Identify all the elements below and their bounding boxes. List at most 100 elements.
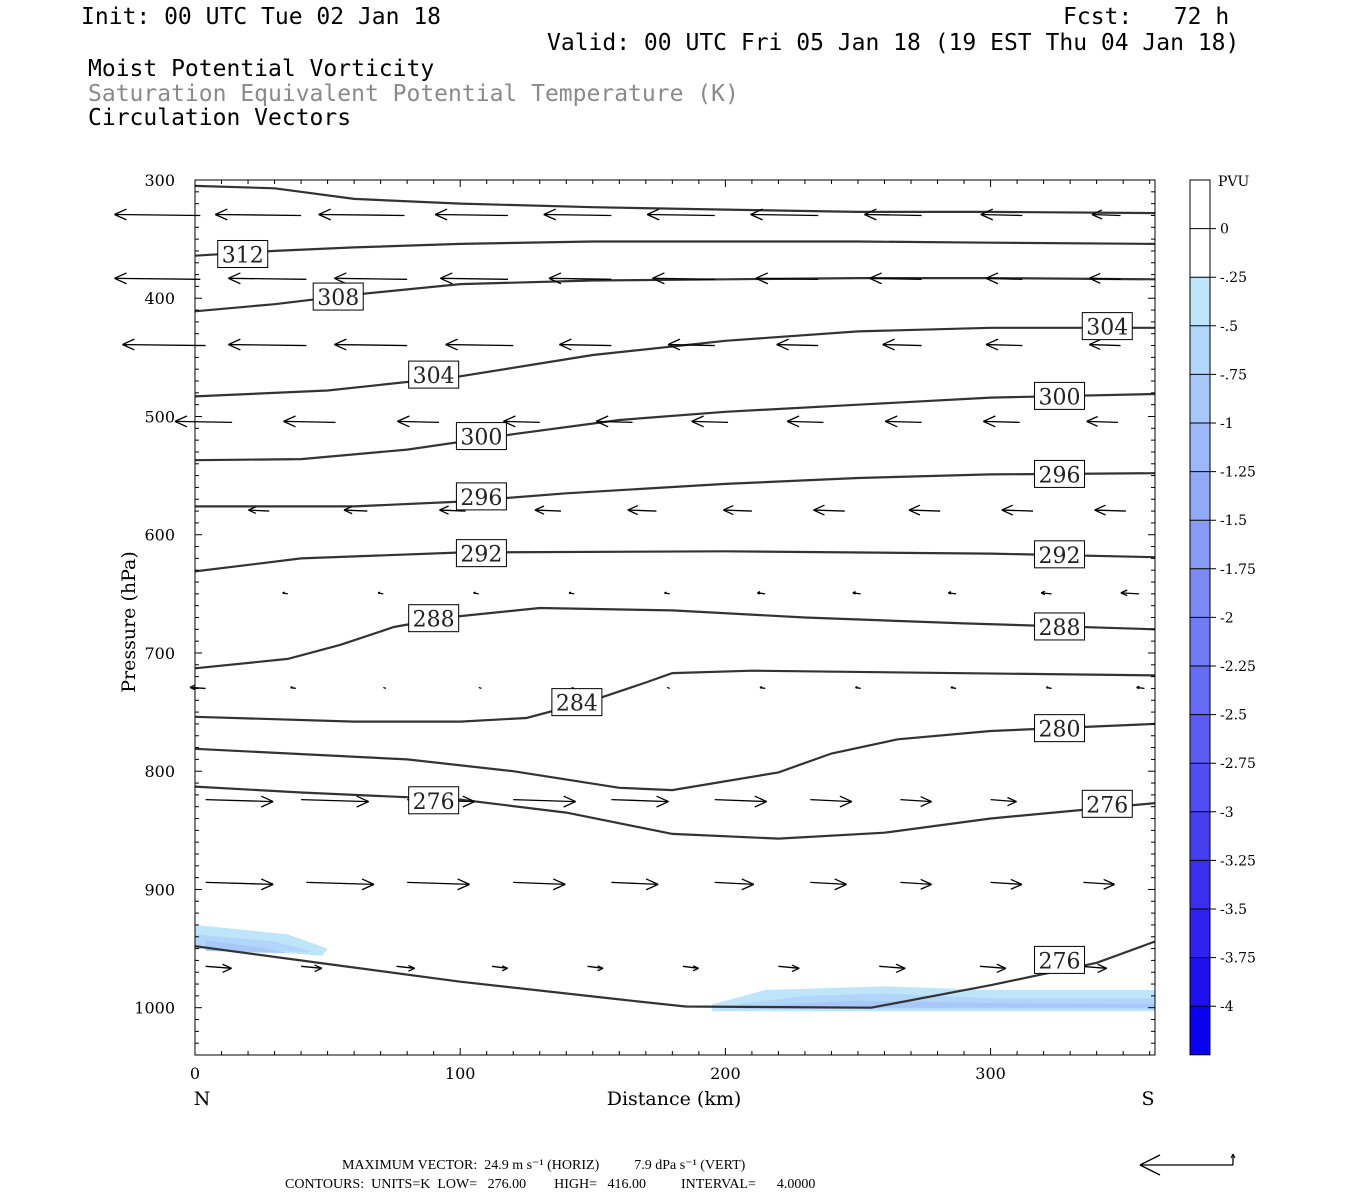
theta-es-contour-284-8 — [194, 669, 1156, 723]
field-title-vectors: Circulation Vectors — [88, 105, 352, 131]
svg-text:276: 276 — [1039, 949, 1081, 974]
circulation-vector-91 — [205, 963, 232, 974]
svg-text:296: 296 — [460, 486, 502, 511]
x-axis-label: Distance (km) — [607, 1088, 742, 1110]
svg-text:304: 304 — [1086, 316, 1128, 341]
circulation-vector-58 — [1040, 590, 1052, 596]
mpv-shading-layer — [195, 924, 1155, 1012]
contour-label-300-5: 300 — [1034, 381, 1086, 410]
colorbar-swatch-9 — [1190, 617, 1210, 666]
circulation-vector-72 — [301, 795, 369, 808]
circulation-vector-49 — [1094, 504, 1126, 516]
contour-label-layer: 312 308 304 304 300 300 296 296 292 292 288 288 284 2… — [217, 239, 1133, 974]
forecast-hour: Fcst: 72 h — [1063, 4, 1230, 30]
colorbar-swatch-13 — [1190, 811, 1210, 861]
colorbar-swatch-12 — [1190, 763, 1210, 812]
circulation-vector-11 — [228, 272, 307, 285]
mpv-shade-5 — [765, 1000, 1155, 1008]
circulation-vector-9 — [1091, 209, 1121, 220]
svg-text:300: 300 — [1039, 385, 1081, 410]
circulation-vector-12 — [334, 272, 408, 285]
contour-label-296-6: 296 — [455, 482, 507, 511]
circulation-vector-30 — [174, 415, 233, 428]
circulation-vector-83 — [407, 878, 470, 891]
circulation-vector-41 — [343, 505, 368, 515]
circulation-vector-63 — [478, 686, 482, 690]
circulation-vector-5 — [646, 208, 715, 221]
circulation-vector-70 — [1136, 685, 1145, 690]
colorbar-label-10: -2.5 — [1220, 708, 1247, 724]
circulation-vector-87 — [810, 878, 847, 891]
circulation-vector-93 — [396, 964, 416, 972]
theta-es-contour-292-6 — [194, 550, 1156, 573]
circulation-vector-8 — [980, 208, 1023, 221]
colorbar-label-14: -3.5 — [1220, 902, 1247, 918]
theta-es-contour-304-3 — [194, 326, 1155, 398]
colorbar-swatch-0 — [1190, 180, 1210, 229]
contour-label-312-0: 312 — [217, 239, 269, 268]
colorbar: PVU 0 -.25 -.5 -.75 -1 -1.25 -1.5 -1.75 -2 -2.25 -2… — [1189, 174, 1256, 1056]
circulation-vector-56 — [852, 591, 861, 595]
svg-text:296: 296 — [1039, 463, 1081, 488]
colorbar-swatch-6 — [1190, 471, 1210, 521]
circulation-vector-95 — [587, 965, 604, 972]
contour-label-304-2: 304 — [408, 360, 460, 389]
y-axis-label: Pressure (hPa) — [118, 551, 140, 693]
circulation-vector-28 — [985, 338, 1023, 351]
svg-text:276: 276 — [1086, 793, 1128, 818]
svg-text:292: 292 — [460, 543, 502, 568]
circulation-vector-45 — [723, 504, 752, 516]
circulation-vector-25 — [667, 338, 715, 351]
circulation-vector-10 — [114, 272, 201, 285]
contour-info-note: CONTOURS: UNITS=K LOW= 276.00 HIGH= 416.… — [285, 1177, 816, 1192]
circulation-vector-51 — [377, 591, 384, 595]
contour-label-280-13: 280 — [1034, 714, 1086, 743]
circulation-vector-71 — [205, 795, 274, 808]
y-tick-label-1000: 1000 — [134, 999, 175, 1018]
circulation-vector-67 — [855, 686, 861, 690]
circulation-vector-35 — [691, 415, 729, 428]
svg-text:288: 288 — [1039, 616, 1081, 641]
axis-tick-layer: 300 400 500 600 700 800 900 1000 0 100 200 300 — [134, 171, 1155, 1083]
circulation-vector-39 — [1086, 415, 1118, 427]
svg-text:288: 288 — [413, 608, 455, 633]
circulation-vector-89 — [990, 878, 1023, 890]
theta-es-contour-280-9 — [194, 722, 1156, 792]
colorbar-swatch-10 — [1190, 666, 1210, 715]
colorbar-label-6: -1.5 — [1220, 513, 1247, 529]
theta-es-contour-312-0 — [194, 184, 1156, 215]
circulation-vector-37 — [884, 415, 922, 428]
y-tick-label-600: 600 — [144, 526, 175, 545]
svg-text:280: 280 — [1039, 718, 1081, 743]
x-tick-label-0: 0 — [190, 1064, 200, 1083]
contour-label-308-1: 308 — [312, 282, 364, 311]
colorbar-swatch-3 — [1190, 325, 1210, 375]
colorbar-label-11: -2.75 — [1220, 756, 1256, 772]
circulation-vector-76 — [714, 795, 768, 808]
theta-es-contour-308-2 — [194, 277, 1156, 313]
x-tick-label-100: 100 — [445, 1064, 476, 1083]
field-title-theta-es: Saturation Equivalent Potential Temperat… — [88, 81, 739, 107]
contour-label-288-11: 288 — [1034, 612, 1086, 641]
theta-es-contour-300-4 — [194, 392, 1156, 462]
circulation-vector-0 — [114, 208, 201, 221]
colorbar-swatch-11 — [1190, 714, 1210, 764]
colorbar-swatch-15 — [1190, 909, 1210, 958]
colorbar-swatch-1 — [1190, 228, 1210, 278]
circulation-vector-23 — [445, 338, 514, 351]
circulation-vector-32 — [397, 415, 439, 428]
colorbar-label-4: -1 — [1220, 416, 1234, 432]
init-time: Init: 00 UTC Tue 02 Jan 18 — [81, 4, 442, 30]
contour-label-292-8: 292 — [455, 539, 507, 568]
colorbar-label-13: -3.25 — [1220, 853, 1256, 869]
x-tick-label-300: 300 — [975, 1064, 1006, 1083]
svg-text:304: 304 — [413, 364, 455, 389]
colorbar-label-16: -4 — [1220, 999, 1234, 1015]
circulation-vector-57 — [948, 591, 957, 595]
circulation-vector-92 — [301, 964, 323, 973]
circulation-vector-13 — [440, 272, 508, 285]
circulation-vector-27 — [882, 338, 922, 351]
circulation-vector-90 — [1083, 878, 1115, 890]
theta-es-contour-312-1 — [194, 240, 1156, 257]
circulation-vector-40 — [248, 506, 270, 514]
